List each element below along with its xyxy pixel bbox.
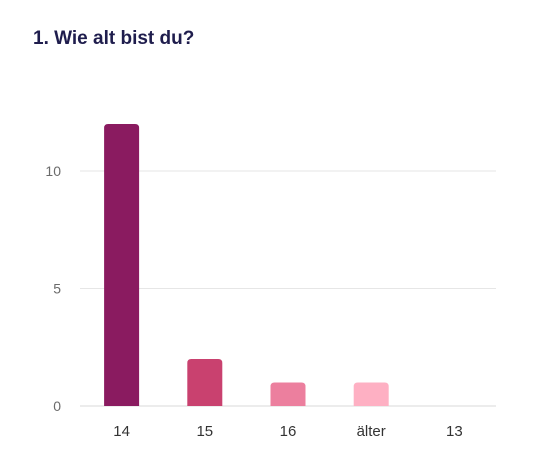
bar-16[interactable] xyxy=(270,382,306,407)
y-tick-label: 0 xyxy=(53,398,61,414)
chart-title: 1. Wie alt bist du? xyxy=(33,28,195,49)
x-category-label: 15 xyxy=(196,423,213,440)
y-tick-label: 10 xyxy=(45,163,61,179)
x-category-label: 14 xyxy=(113,423,130,440)
bar-15[interactable] xyxy=(187,359,223,406)
y-tick-label: 5 xyxy=(53,281,61,297)
bar-älter[interactable] xyxy=(353,382,389,407)
x-category-label: älter xyxy=(357,423,386,440)
x-category-label: 16 xyxy=(280,423,297,440)
x-category-label: 13 xyxy=(446,423,463,440)
bar-14[interactable] xyxy=(104,124,140,406)
